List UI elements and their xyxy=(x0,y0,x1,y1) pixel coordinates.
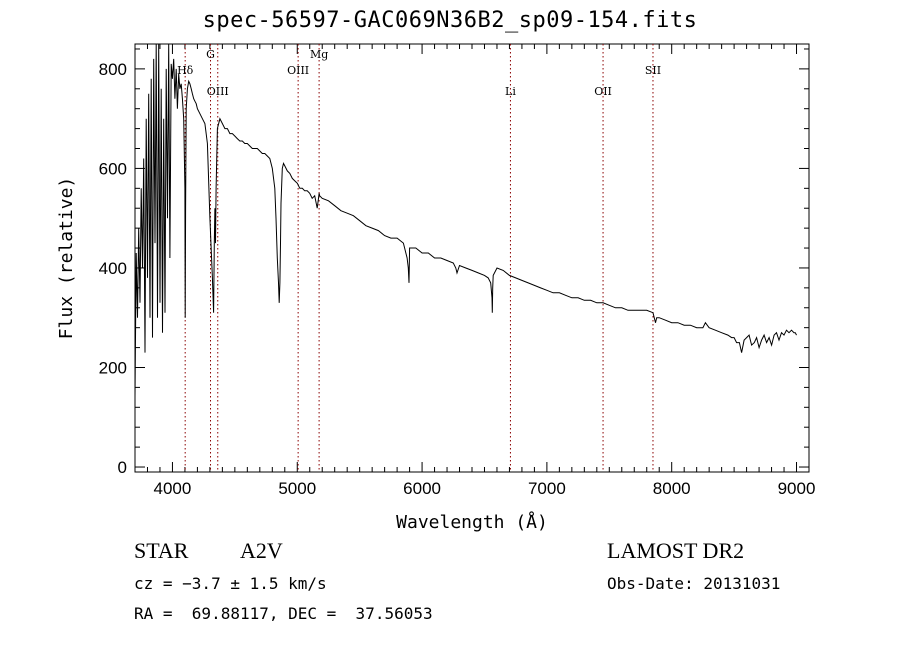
line-marker-label: Hδ xyxy=(177,64,194,77)
line-marker-label: G xyxy=(206,48,215,61)
y-tick-label: 800 xyxy=(99,60,127,79)
plot-frame xyxy=(134,43,810,473)
x-tick-label: 7000 xyxy=(528,479,566,498)
line-marker-label: OII xyxy=(594,85,612,98)
ra-dec-coordinates: RA = 69.88117, DEC = 37.56053 xyxy=(134,604,433,623)
x-axis-label: Wavelength (Å) xyxy=(396,511,548,533)
line-marker-label: OIII xyxy=(207,85,229,98)
object-type: STAR xyxy=(134,538,189,563)
line-marker-label: Li xyxy=(505,85,516,98)
y-tick-label: 600 xyxy=(99,159,127,178)
x-tick-label: 6000 xyxy=(403,479,441,498)
chart-title: spec-56597-GAC069N36B2_sp09-154.fits xyxy=(202,8,698,33)
x-tick-label: 4000 xyxy=(154,479,192,498)
y-axis-label: Flux (relative) xyxy=(56,177,77,340)
y-tick-label: 200 xyxy=(99,358,127,377)
survey-name: LAMOST DR2 xyxy=(607,538,745,563)
y-tick-label: 0 xyxy=(118,458,127,477)
x-tick-label: 5000 xyxy=(278,479,316,498)
x-tick-label: 9000 xyxy=(778,479,816,498)
spectrum-line xyxy=(134,43,797,398)
line-marker-label: Mg xyxy=(310,48,328,61)
line-marker-label: SII xyxy=(645,64,661,77)
x-tick-label: 8000 xyxy=(653,479,691,498)
spectral-subclass: A2V xyxy=(240,538,283,563)
line-marker-label: OIII xyxy=(287,64,309,77)
observation-date: Obs-Date: 20131031 xyxy=(607,574,781,593)
axes: 4000 5000 6000 7000 8000 9000 0 200 400 600 800 xyxy=(99,43,816,498)
redshift-cz: cz = −3.7 ± 1.5 km/s xyxy=(134,574,327,593)
y-tick-label: 400 xyxy=(99,259,127,278)
